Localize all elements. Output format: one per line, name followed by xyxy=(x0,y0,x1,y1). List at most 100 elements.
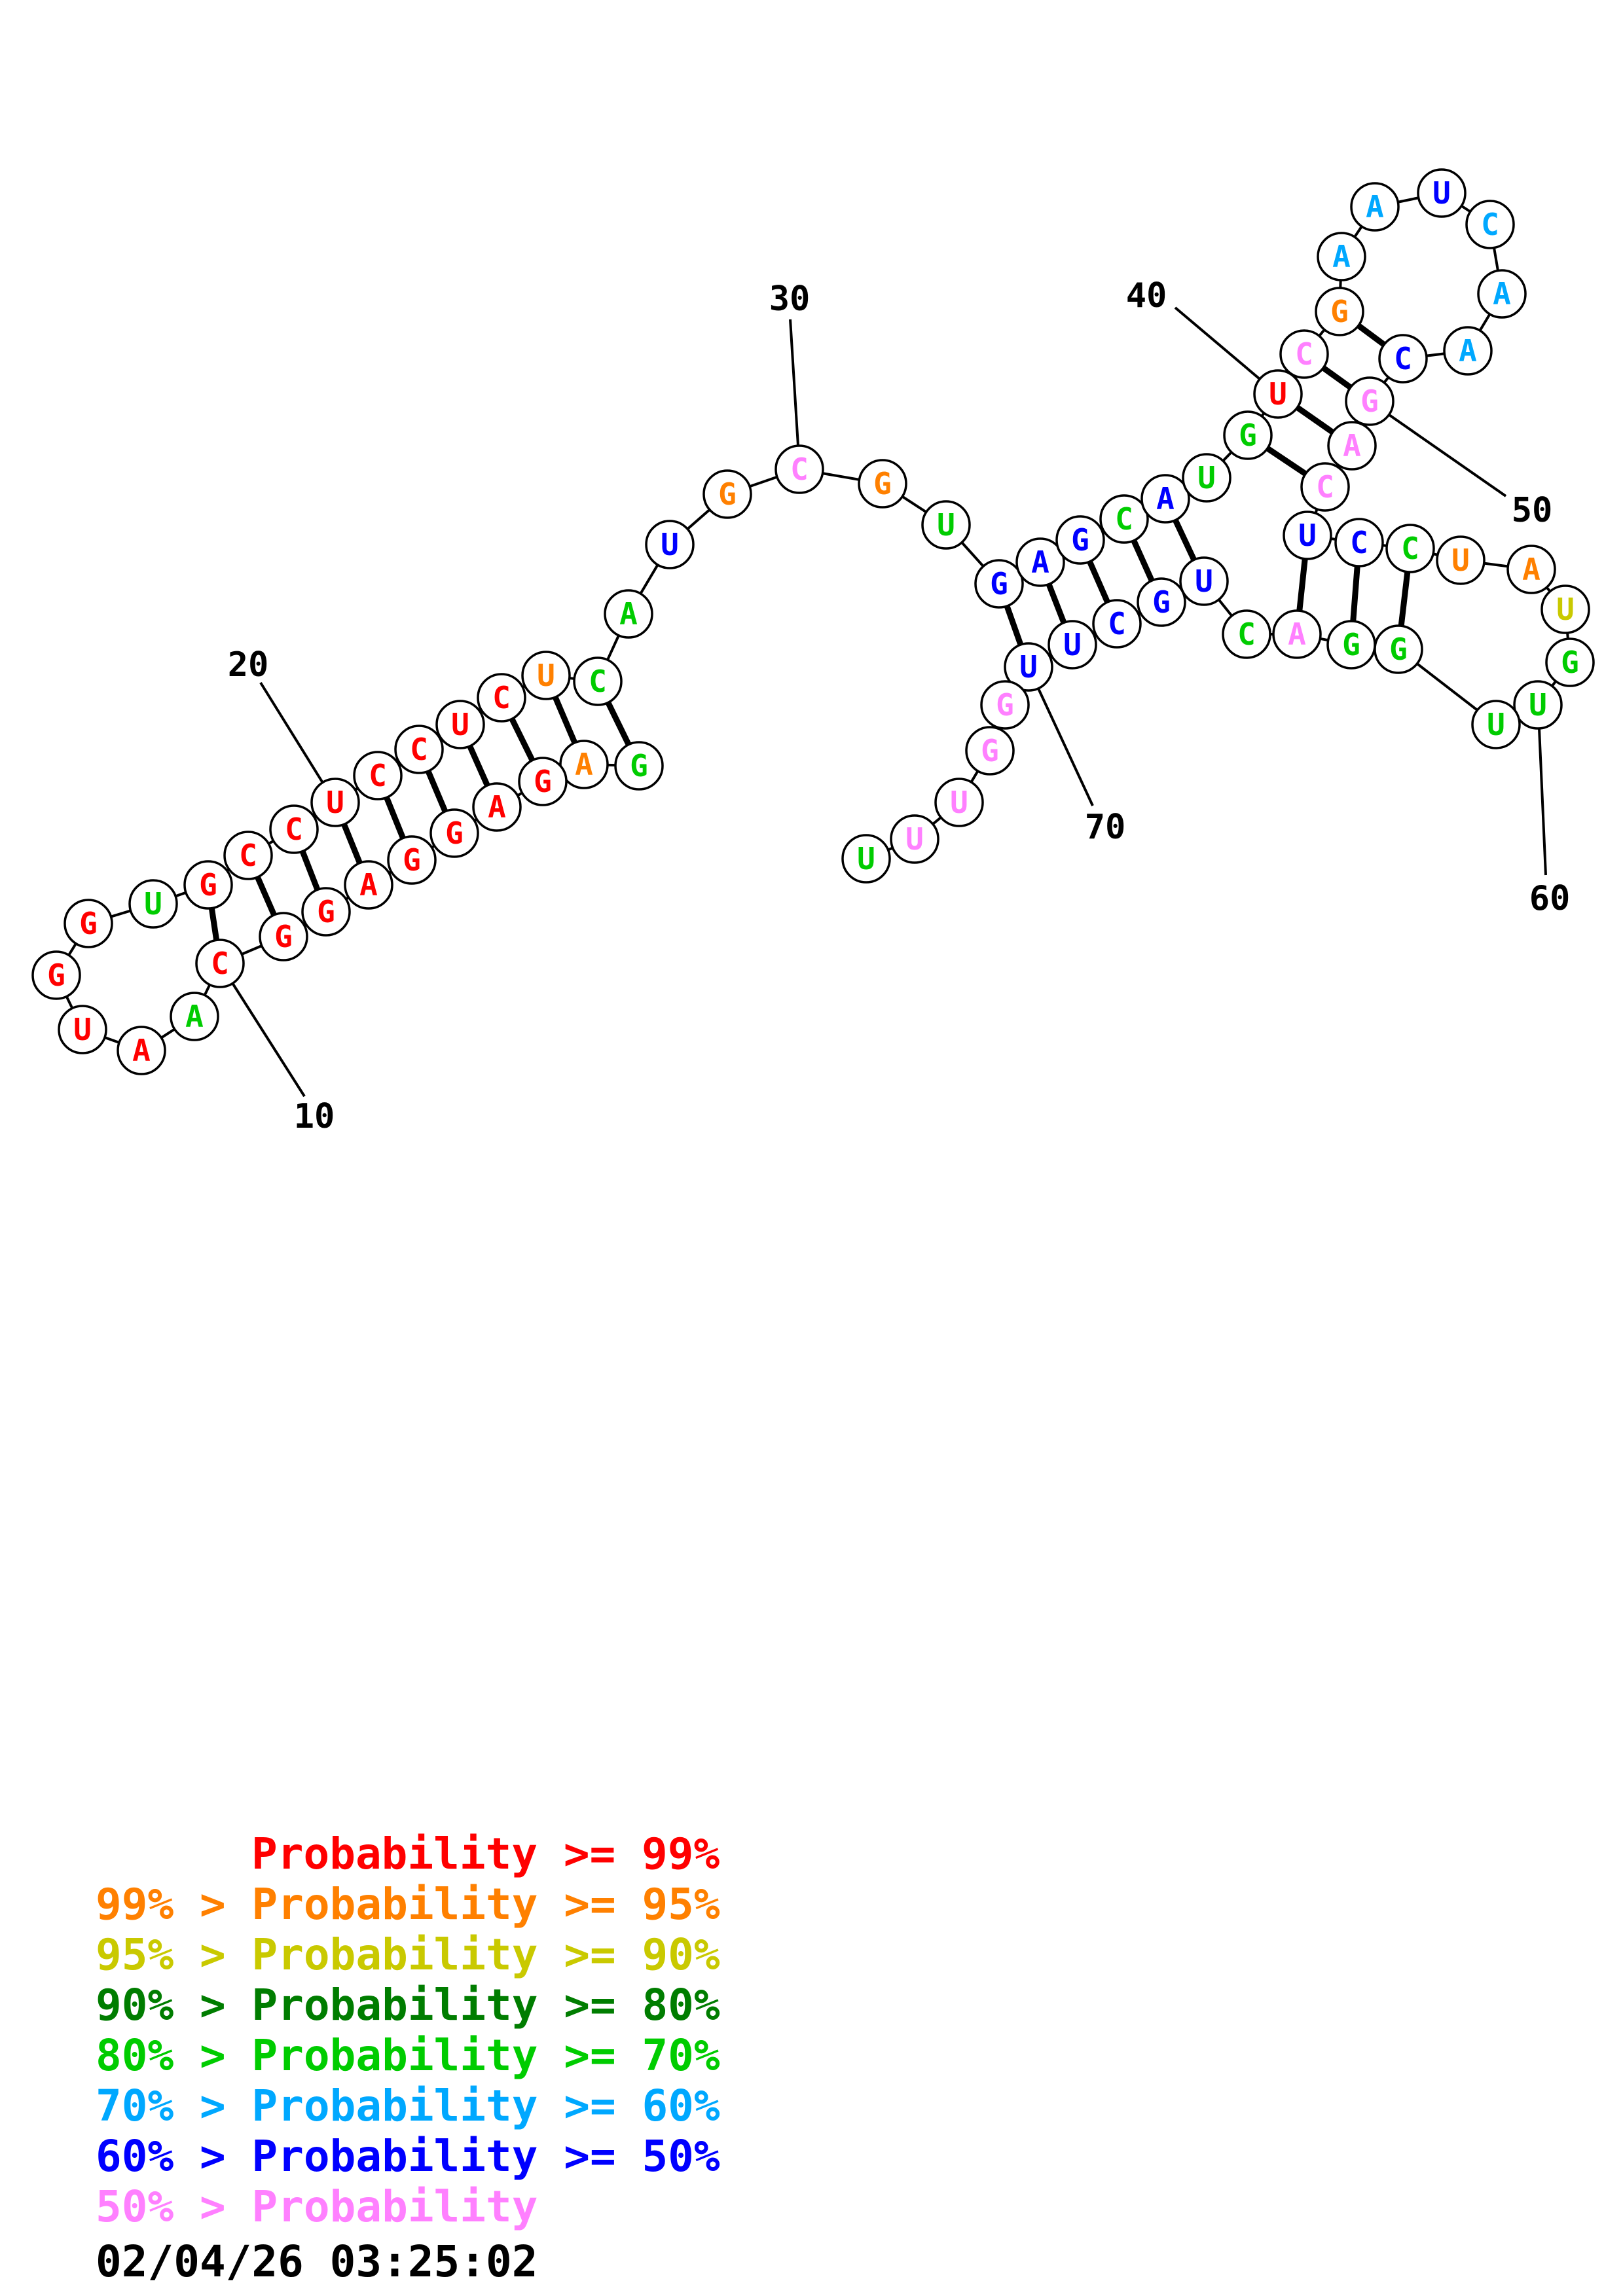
nucleotide-base: A xyxy=(359,867,378,903)
legend-row: 50% > Probability xyxy=(96,2181,538,2232)
nucleotide-base: U xyxy=(1432,175,1451,211)
nucleotide-base: U xyxy=(1197,460,1216,495)
nucleotide-circle xyxy=(128,879,178,929)
nucleotide-base: U xyxy=(537,658,555,693)
nucleotide-circle xyxy=(1513,680,1563,730)
nucleotide-circle xyxy=(1327,421,1377,471)
nucleotide-base: G xyxy=(1389,632,1408,667)
nucleotide-base: C xyxy=(1316,469,1334,505)
nucleotide-circle xyxy=(1182,453,1231,503)
nucleotide-circle xyxy=(1004,642,1053,692)
nucleotide-circle xyxy=(1048,620,1097,670)
nucleotide-base: U xyxy=(950,785,968,820)
nucleotide-circle xyxy=(1345,376,1395,426)
nucleotide-circle xyxy=(980,680,1030,730)
nucleotide-base: G xyxy=(996,687,1014,723)
nucleotide-circle xyxy=(1223,410,1273,460)
nucleotide-circle xyxy=(435,700,485,749)
nucleotide-base: C xyxy=(1108,606,1126,641)
legend-row: 70% > Probability >= 60% xyxy=(96,2081,720,2131)
nucleotide-circle xyxy=(775,444,824,494)
nucleotide-base: A xyxy=(488,789,506,825)
nucleotide-base: C xyxy=(285,812,303,847)
nucleotide-base: G xyxy=(274,919,293,954)
nucleotide-base: U xyxy=(1269,376,1287,412)
nucleotide-circle xyxy=(604,589,653,639)
position-label: 10 xyxy=(294,1097,335,1136)
position-label: 40 xyxy=(1126,276,1167,315)
nucleotide-base: A xyxy=(1459,333,1477,368)
nucleotide-base: A xyxy=(575,747,593,782)
nucleotide-circle xyxy=(387,835,437,885)
nucleotide-circle xyxy=(1279,329,1329,379)
nucleotide-base: U xyxy=(1556,592,1575,627)
nucleotide-circle xyxy=(841,834,891,884)
nucleotide-base: G xyxy=(630,748,648,783)
nucleotide-base: C xyxy=(589,664,607,699)
nucleotide-circle xyxy=(1253,369,1303,419)
nucleotide-circle xyxy=(573,656,623,706)
nucleotide-circle xyxy=(1055,515,1105,565)
nucleotide-circle xyxy=(1541,584,1590,634)
nucleotide-base: G xyxy=(403,842,421,878)
nucleotide-base: A xyxy=(1493,276,1511,312)
nucleotide-base: U xyxy=(905,821,924,857)
nucleotide-base: U xyxy=(144,886,162,922)
nucleotide-base: A xyxy=(1343,428,1361,463)
nucleotide-base: U xyxy=(73,1012,92,1047)
position-label: 70 xyxy=(1085,808,1126,847)
nucleotide-base: C xyxy=(1481,207,1499,242)
nucleotide-base: G xyxy=(1342,627,1360,662)
nucleotide-circle xyxy=(702,469,752,519)
nucleotide-base: G xyxy=(873,466,892,501)
nucleotide-base: C xyxy=(790,452,809,487)
nucleotide-base: G xyxy=(317,894,335,929)
timestamp: 02/04/26 03:25:02 xyxy=(96,2236,538,2287)
nucleotide-circle xyxy=(1317,232,1366,281)
nucleotide-circle xyxy=(1465,200,1515,249)
nucleotide-base: U xyxy=(937,507,955,543)
nucleotide-circle xyxy=(1350,182,1400,232)
nucleotide-circle xyxy=(521,651,571,700)
nucleotide-circle xyxy=(614,741,664,791)
nucleotide-circle xyxy=(170,992,219,1041)
nucleotide-circle xyxy=(1099,494,1149,544)
nucleotide-base: U xyxy=(1298,518,1317,553)
nucleotide-circle xyxy=(1477,269,1527,319)
nucleotide-circle xyxy=(1471,700,1521,749)
position-label: 20 xyxy=(228,645,269,685)
nucleotide-circle xyxy=(1417,168,1467,218)
nucleotide-circle xyxy=(58,1005,107,1054)
nucleotide-base: G xyxy=(981,733,999,768)
nucleotide-base: U xyxy=(1529,687,1547,723)
nucleotide-circle xyxy=(1179,556,1229,606)
nucleotide-base: A xyxy=(1288,617,1306,652)
nucleotide-circle xyxy=(1222,609,1271,659)
nucleotide-base: G xyxy=(1360,384,1379,419)
nucleotide-circle xyxy=(195,939,245,988)
nucleotide-circle xyxy=(1272,609,1322,659)
position-label-line xyxy=(1174,306,1261,380)
nucleotide-base: A xyxy=(1332,239,1351,274)
nucleotide-base: G xyxy=(47,958,65,993)
nucleotide-base: G xyxy=(1330,294,1349,329)
nucleotide-circle xyxy=(477,673,526,723)
nucleotide-circle xyxy=(1140,474,1190,524)
nucleotide-circle xyxy=(1545,637,1595,687)
nucleotide-circle xyxy=(344,860,393,910)
nucleotide-base: C xyxy=(1115,501,1133,537)
nucleotide-circle xyxy=(301,887,351,937)
nucleotide-base: G xyxy=(199,867,217,903)
nucleotide-base: U xyxy=(1019,649,1038,685)
nucleotide-base: A xyxy=(1156,481,1175,516)
position-label-line xyxy=(1037,688,1094,806)
nucleotide-base: C xyxy=(369,758,387,793)
nucleotide-circle xyxy=(934,778,984,827)
nucleotide-circle xyxy=(1015,537,1065,587)
nucleotide-base: C xyxy=(492,680,511,715)
nucleotide-base: C xyxy=(410,732,428,767)
nucleotide-base: C xyxy=(239,838,257,873)
nucleotide-circle xyxy=(353,751,403,800)
nucleotide-base: C xyxy=(1237,617,1256,652)
